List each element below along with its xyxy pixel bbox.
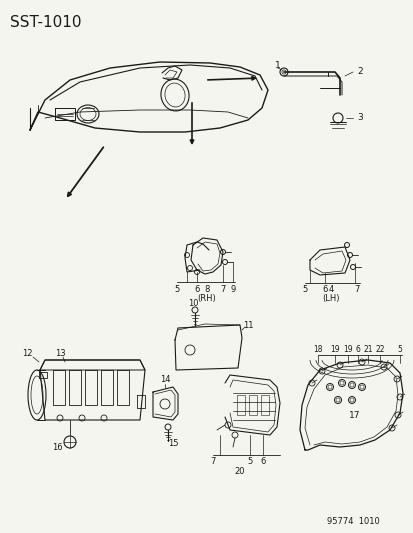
Text: 20: 20	[234, 466, 244, 475]
Text: 16: 16	[52, 443, 62, 453]
Ellipse shape	[77, 105, 99, 123]
Text: 11: 11	[242, 320, 253, 329]
Text: 7: 7	[210, 457, 215, 466]
Text: 8: 8	[204, 285, 209, 294]
Ellipse shape	[80, 108, 96, 120]
Text: 12: 12	[22, 350, 32, 359]
Text: 5: 5	[174, 285, 179, 294]
Bar	[236, 395, 244, 415]
Bar	[260, 395, 268, 415]
Bar	[248, 395, 256, 415]
Text: 15: 15	[167, 439, 178, 448]
Text: 1: 1	[275, 61, 280, 70]
Text: 7: 7	[354, 286, 359, 295]
Bar	[85, 370, 97, 405]
Text: 21: 21	[362, 345, 372, 354]
Text: 22: 22	[374, 345, 384, 354]
Ellipse shape	[28, 370, 46, 420]
Bar	[53, 370, 65, 405]
Text: 6: 6	[355, 345, 360, 354]
Text: 10: 10	[188, 298, 198, 308]
Text: 18: 18	[313, 345, 322, 354]
Bar	[117, 370, 129, 405]
Text: 2: 2	[356, 68, 362, 77]
Bar	[69, 370, 81, 405]
Text: 13: 13	[55, 350, 65, 359]
Text: 4: 4	[328, 286, 333, 295]
Text: 5: 5	[247, 457, 252, 466]
Bar	[101, 370, 113, 405]
Text: 5: 5	[301, 286, 307, 295]
Text: 19: 19	[330, 345, 339, 354]
Text: SST-1010: SST-1010	[10, 15, 81, 30]
Text: 95774  1010: 95774 1010	[326, 518, 379, 527]
Text: (RH): (RH)	[197, 294, 216, 303]
Text: 3: 3	[356, 114, 362, 123]
Text: 5: 5	[396, 345, 401, 354]
Text: 6: 6	[260, 457, 265, 466]
Text: 14: 14	[159, 376, 170, 384]
Text: 6: 6	[194, 285, 199, 294]
Ellipse shape	[164, 83, 185, 107]
Text: 7: 7	[220, 285, 225, 294]
Text: (LH): (LH)	[321, 295, 339, 303]
Ellipse shape	[31, 376, 43, 414]
Text: 6: 6	[322, 286, 327, 295]
Text: 17: 17	[349, 410, 360, 419]
Text: 19: 19	[342, 345, 352, 354]
Ellipse shape	[161, 79, 189, 111]
Text: 9: 9	[230, 285, 235, 294]
